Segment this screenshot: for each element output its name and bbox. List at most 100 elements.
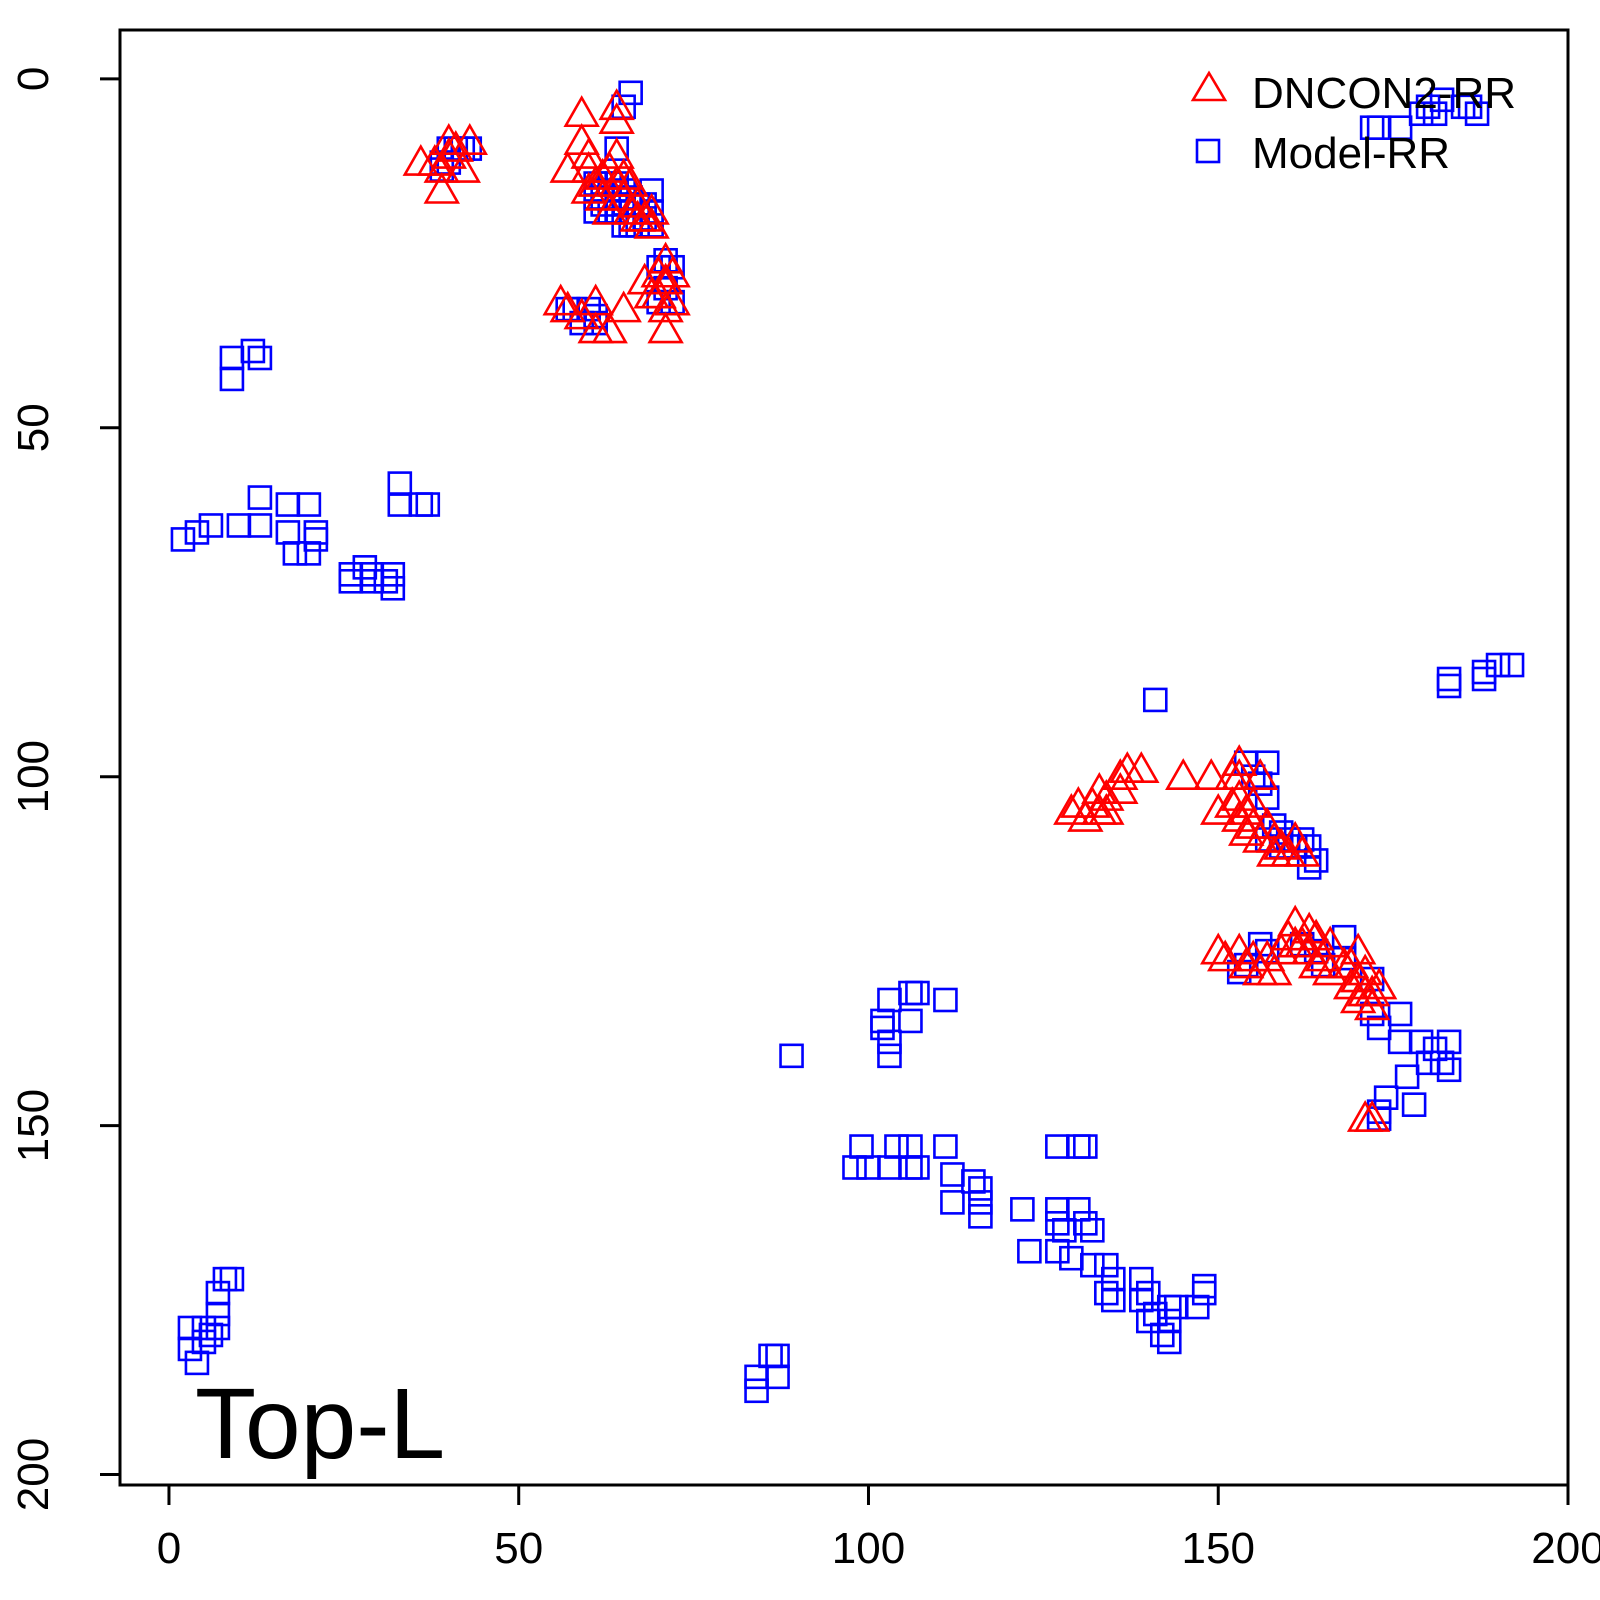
dncon2-rr-point: [1353, 974, 1391, 1007]
dncon2-rr-point: [570, 136, 607, 169]
dncon2-rr-point: [1241, 758, 1279, 790]
model-rr-point: [1073, 1134, 1098, 1159]
model-rr-point: [184, 520, 210, 545]
model-rr-point: [961, 1169, 986, 1194]
model-rr-point: [1010, 1197, 1035, 1222]
model-rr-point: [352, 555, 378, 580]
model-rr-point: [387, 471, 413, 496]
model-rr-point: [1471, 659, 1497, 685]
dncon2-rr-point: [1165, 758, 1202, 790]
model-rr-point: [870, 1015, 895, 1041]
model-rr-point: [380, 575, 406, 601]
dncon2-rr-point: [1262, 827, 1300, 860]
model-rr-point: [933, 1134, 958, 1159]
model-rr-point: [338, 562, 364, 587]
model-rr-point: [639, 178, 664, 203]
model-rr-point: [373, 568, 399, 594]
dncon2-rr-point: [437, 130, 475, 162]
dncon2-rr-point: [542, 283, 579, 316]
model-rr-point: [1191, 1280, 1217, 1306]
model-rr-point: [758, 1343, 783, 1369]
dncon2-rr-point: [1276, 904, 1314, 937]
dncon2-rr-point: [1234, 785, 1272, 818]
y-tick-label: 150: [9, 1089, 58, 1162]
dncon2-rr-point: [1290, 911, 1328, 944]
model-rr-point: [408, 492, 434, 517]
model-rr-point: [968, 1190, 993, 1215]
dncon2-rr-point: [423, 171, 461, 204]
model-rr-point: [275, 492, 301, 517]
model-rr-point: [1464, 101, 1490, 127]
model-rr-point: [1485, 652, 1511, 678]
legend-label-dncon2-rr: DNCON2-RR: [1252, 69, 1516, 118]
y-tick-label: 100: [9, 740, 58, 813]
model-rr-point: [1045, 1238, 1070, 1264]
model-rr-point: [856, 1155, 881, 1180]
model-rr-point: [905, 980, 930, 1006]
model-rr-point: [338, 568, 364, 594]
model-rr-point: [1387, 115, 1413, 140]
model-rr-point: [219, 1266, 245, 1292]
model-rr-point: [387, 492, 413, 517]
y-tick-label: 200: [9, 1438, 58, 1511]
model-rr-point: [1457, 94, 1483, 120]
model-rr-point: [205, 1280, 231, 1306]
y-tick-label: 50: [9, 403, 58, 452]
dncon2-rr-point: [563, 95, 600, 128]
model-rr-point: [1156, 1308, 1182, 1334]
model-rr-point: [1156, 1329, 1182, 1355]
dncon2-rr-point: [598, 88, 635, 121]
model-rr-point: [1366, 1015, 1392, 1041]
model-rr-point: [1073, 1211, 1098, 1236]
model-rr-point: [1080, 1217, 1105, 1243]
dncon2-rr-point: [1255, 953, 1293, 986]
dncon2-rr-point: [1360, 967, 1398, 1000]
model-rr-point: [849, 1134, 874, 1159]
model-rr-point: [1135, 1280, 1161, 1306]
panel-label: Top-L: [195, 1368, 445, 1480]
legend-label-model-rr: Model-RR: [1252, 129, 1450, 178]
dncon2-rr-point: [605, 290, 642, 323]
model-rr-point: [618, 80, 643, 106]
model-rr-point: [1359, 1001, 1385, 1027]
model-rr-point: [1128, 1266, 1154, 1292]
dncon2-rr-point: [1353, 988, 1391, 1021]
model-rr-point: [191, 1329, 217, 1355]
dncon2-rr-point: [1088, 792, 1125, 825]
dncon2-rr-point: [549, 290, 586, 323]
model-rr-point: [198, 513, 224, 538]
model-rr-point: [303, 527, 329, 552]
y-axis: 0 50 100 150 200: [9, 67, 122, 1511]
model-rr-point: [1184, 1294, 1210, 1320]
dncon2-rr-point: [430, 123, 468, 155]
model-rr-point: [898, 1134, 923, 1159]
model-rr-point: [1415, 94, 1441, 120]
model-rr-point: [877, 987, 902, 1013]
dncon2-rr-point: [1255, 820, 1293, 853]
model-rr-point: [212, 1266, 238, 1292]
series-model-rr: [170, 80, 1525, 1404]
dncon2-rr-point: [1193, 758, 1230, 790]
model-rr-point: [765, 1343, 790, 1369]
model-rr-point: [359, 562, 385, 587]
model-rr-point: [275, 520, 301, 545]
model-rr-point: [205, 1301, 231, 1327]
dncon2-rr-point: [633, 206, 670, 239]
x-tick-label: 200: [1531, 1524, 1600, 1573]
model-rr-point: [744, 1378, 769, 1404]
model-rr-point: [282, 541, 308, 566]
model-rr-point: [1408, 1029, 1434, 1055]
dncon2-rr-point: [1088, 779, 1125, 811]
dncon2-rr-point: [633, 192, 670, 225]
model-rr-point: [296, 492, 322, 517]
dncon2-rr-point: [1283, 834, 1321, 867]
y-tick-label: 0: [9, 67, 58, 91]
dncon2-rr-point: [1220, 744, 1258, 777]
model-rr-point: [779, 1043, 804, 1069]
dncon2-rr-point: [1353, 1100, 1391, 1132]
model-rr-point: [177, 1315, 203, 1341]
model-rr-point: [898, 1155, 923, 1180]
model-rr-point: [1052, 1217, 1077, 1243]
dncon2-rr-point: [1220, 758, 1258, 790]
